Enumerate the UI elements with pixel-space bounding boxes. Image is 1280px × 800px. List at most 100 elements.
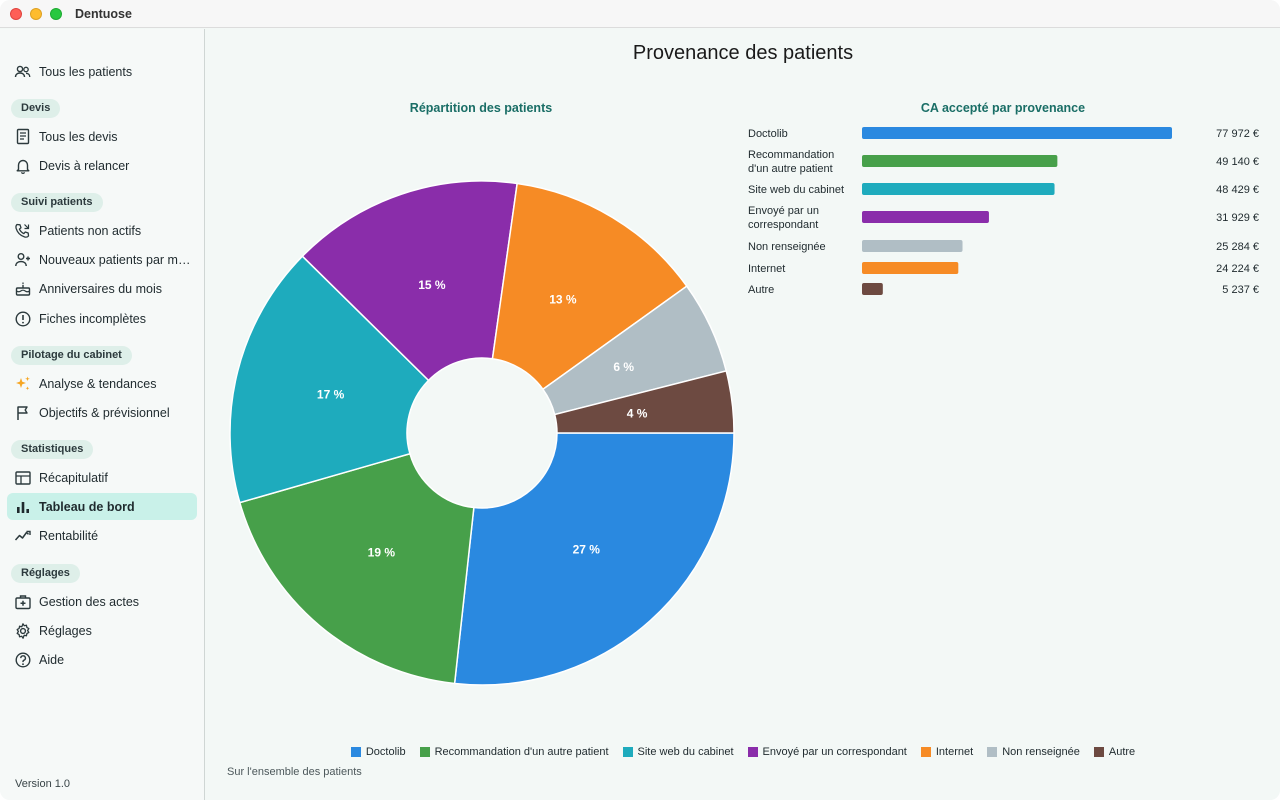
legend-item[interactable]: Non renseignée xyxy=(987,746,1080,758)
close-window-button[interactable] xyxy=(10,8,22,20)
bar-value-label: 5 237 € xyxy=(1222,284,1259,296)
pie-slice[interactable] xyxy=(238,452,475,685)
pie-slice[interactable] xyxy=(553,370,735,434)
bar[interactable] xyxy=(862,183,1055,195)
legend-label: Recommandation d'un autre patient xyxy=(434,746,609,758)
legend-item[interactable]: Site web du cabinet xyxy=(622,746,734,758)
sidebar-section-header: Pilotage du cabinet xyxy=(11,346,132,365)
bar-value-label: 77 972 € xyxy=(1216,128,1259,140)
legend-label: Envoyé par un correspondant xyxy=(762,746,907,758)
bar[interactable] xyxy=(862,155,1058,167)
sidebar-item-gestion-des-actes[interactable]: Gestion des actes xyxy=(7,588,197,615)
legend-label: Non renseignée xyxy=(1002,746,1080,758)
bar[interactable] xyxy=(862,283,883,295)
sidebar-item-aide[interactable]: Aide xyxy=(7,647,197,674)
bar-category-label: Autre xyxy=(748,284,774,296)
sidebar-item-devis-a-relancer[interactable]: Devis à relancer xyxy=(7,152,197,179)
sidebar-item-tous-les-devis[interactable]: Tous les devis xyxy=(7,123,197,150)
bar-value-label: 49 140 € xyxy=(1216,156,1259,168)
sidebar-item-tableau-de-bord[interactable]: Tableau de bord xyxy=(7,493,197,521)
sidebar-item-label: Anniversaires du mois xyxy=(39,282,162,297)
document-icon xyxy=(14,128,32,146)
sidebar-item-label: Nouveaux patients par m… xyxy=(39,252,191,267)
legend-label: Site web du cabinet xyxy=(637,746,734,758)
pie-slice[interactable] xyxy=(491,182,688,391)
legend-swatch xyxy=(747,747,758,757)
bar-category-label: d'un autre patient xyxy=(748,163,833,175)
main-content: Provenance des patients Répartition des … xyxy=(206,29,1280,800)
sidebar-item-label: Devis à relancer xyxy=(39,158,130,173)
bar-value-label: 31 929 € xyxy=(1216,212,1259,224)
bar-chart: Doctolib 77 972 € Recommandation d'un autre… xyxy=(746,121,1266,316)
phone-icon xyxy=(14,222,32,240)
bar-category-label: Doctolib xyxy=(748,128,788,140)
pie-slice-label: 13 % xyxy=(549,292,577,306)
alert-icon xyxy=(14,310,32,328)
bar-value-label: 48 429 € xyxy=(1216,184,1259,196)
user-add-icon xyxy=(14,251,32,269)
sidebar-item-label: Objectifs & prévisionnel xyxy=(39,405,170,420)
minimize-window-button[interactable] xyxy=(30,8,42,20)
sidebar-item-fiches-incompletes[interactable]: Fiches incomplètes xyxy=(7,305,197,332)
legend-swatch xyxy=(350,747,361,757)
pie-slice[interactable] xyxy=(229,255,430,504)
pie-slice-label: 15 % xyxy=(418,278,446,292)
pie-chart-title: Répartition des patients xyxy=(409,101,553,115)
legend-item[interactable]: Envoyé par un correspondant xyxy=(747,746,907,758)
zoom-window-button[interactable] xyxy=(50,8,62,20)
page-title: Provenance des patients xyxy=(632,42,854,64)
pie-slice-label: 4 % xyxy=(627,407,648,421)
legend-item[interactable]: Autre xyxy=(1093,746,1136,758)
sidebar-section-header: Réglages xyxy=(11,564,80,583)
sidebar-item-label: Tableau de bord xyxy=(39,499,135,514)
bar-value-label: 25 284 € xyxy=(1216,241,1259,253)
users-icon xyxy=(14,63,32,81)
sidebar-item-objectifs-previsionnel[interactable]: Objectifs & prévisionnel xyxy=(7,399,197,426)
sidebar-section-header: Devis xyxy=(11,99,61,118)
legend-item[interactable]: Doctolib xyxy=(350,746,406,758)
legend-swatch xyxy=(987,747,998,757)
bar[interactable] xyxy=(862,127,1172,139)
sidebar-item-reglages[interactable]: Réglages xyxy=(7,617,197,644)
help-icon xyxy=(14,651,32,669)
legend-swatch xyxy=(920,747,931,757)
flag-icon xyxy=(14,404,32,422)
sidebar-section-header: Suivi patients xyxy=(11,193,103,212)
sidebar-item-anniversaires-du-mois[interactable]: Anniversaires du mois xyxy=(7,276,197,303)
pie-slice-label: 19 % xyxy=(368,546,396,560)
sidebar-item-label: Gestion des actes xyxy=(39,594,140,609)
bar-value-label: 24 224 € xyxy=(1216,263,1259,275)
bar[interactable] xyxy=(862,262,959,274)
bar[interactable] xyxy=(862,240,963,252)
bar-category-label: Non renseignée xyxy=(748,241,826,253)
chart-legend: Doctolib Recommandation d'un autre patien… xyxy=(206,746,1280,758)
bar-category-label: Site web du cabinet xyxy=(748,184,844,196)
legend-label: Autre xyxy=(1108,746,1136,758)
sidebar-item-nouveaux-patients-par-m[interactable]: Nouveaux patients par m… xyxy=(7,246,197,273)
bar-category-label: Internet xyxy=(748,263,785,275)
pie-slice[interactable] xyxy=(453,432,735,686)
sidebar-item-rentabilite[interactable]: Rentabilité xyxy=(7,523,197,550)
pie-chart: 27 % 19 % 17 % 15 % 13 % 6 % 4 % xyxy=(228,179,738,694)
gear-icon xyxy=(14,622,32,640)
sidebar-item-label: Rentabilité xyxy=(39,529,99,544)
sidebar-section-header: Statistiques xyxy=(11,440,94,459)
version-label: Version 1.0 xyxy=(15,778,71,790)
bar-category-label: Recommandation xyxy=(748,149,834,161)
legend-item[interactable]: Internet xyxy=(920,746,973,758)
bar[interactable] xyxy=(862,211,989,223)
legend-item[interactable]: Recommandation d'un autre patient xyxy=(419,746,609,758)
sidebar-item-analyse-tendances[interactable]: Analyse & tendances xyxy=(7,370,197,397)
sidebar-item-tous-les-patients[interactable]: Tous les patients xyxy=(7,58,197,85)
legend-swatch xyxy=(622,747,633,757)
footnote: Sur l'ensemble des patients xyxy=(227,766,362,778)
pie-slice[interactable] xyxy=(301,180,519,382)
table-icon xyxy=(14,469,32,487)
pie-slice-label: 17 % xyxy=(317,388,345,402)
sidebar-item-recapitulatif[interactable]: Récapitulatif xyxy=(7,464,197,491)
sparkle-icon xyxy=(14,375,32,393)
legend-swatch xyxy=(1093,747,1104,757)
bell-icon xyxy=(14,157,32,175)
sidebar: Version 1.0 Tous les patients Devis Tous l… xyxy=(0,29,205,800)
sidebar-item-patients-non-actifs[interactable]: Patients non actifs xyxy=(7,217,197,244)
